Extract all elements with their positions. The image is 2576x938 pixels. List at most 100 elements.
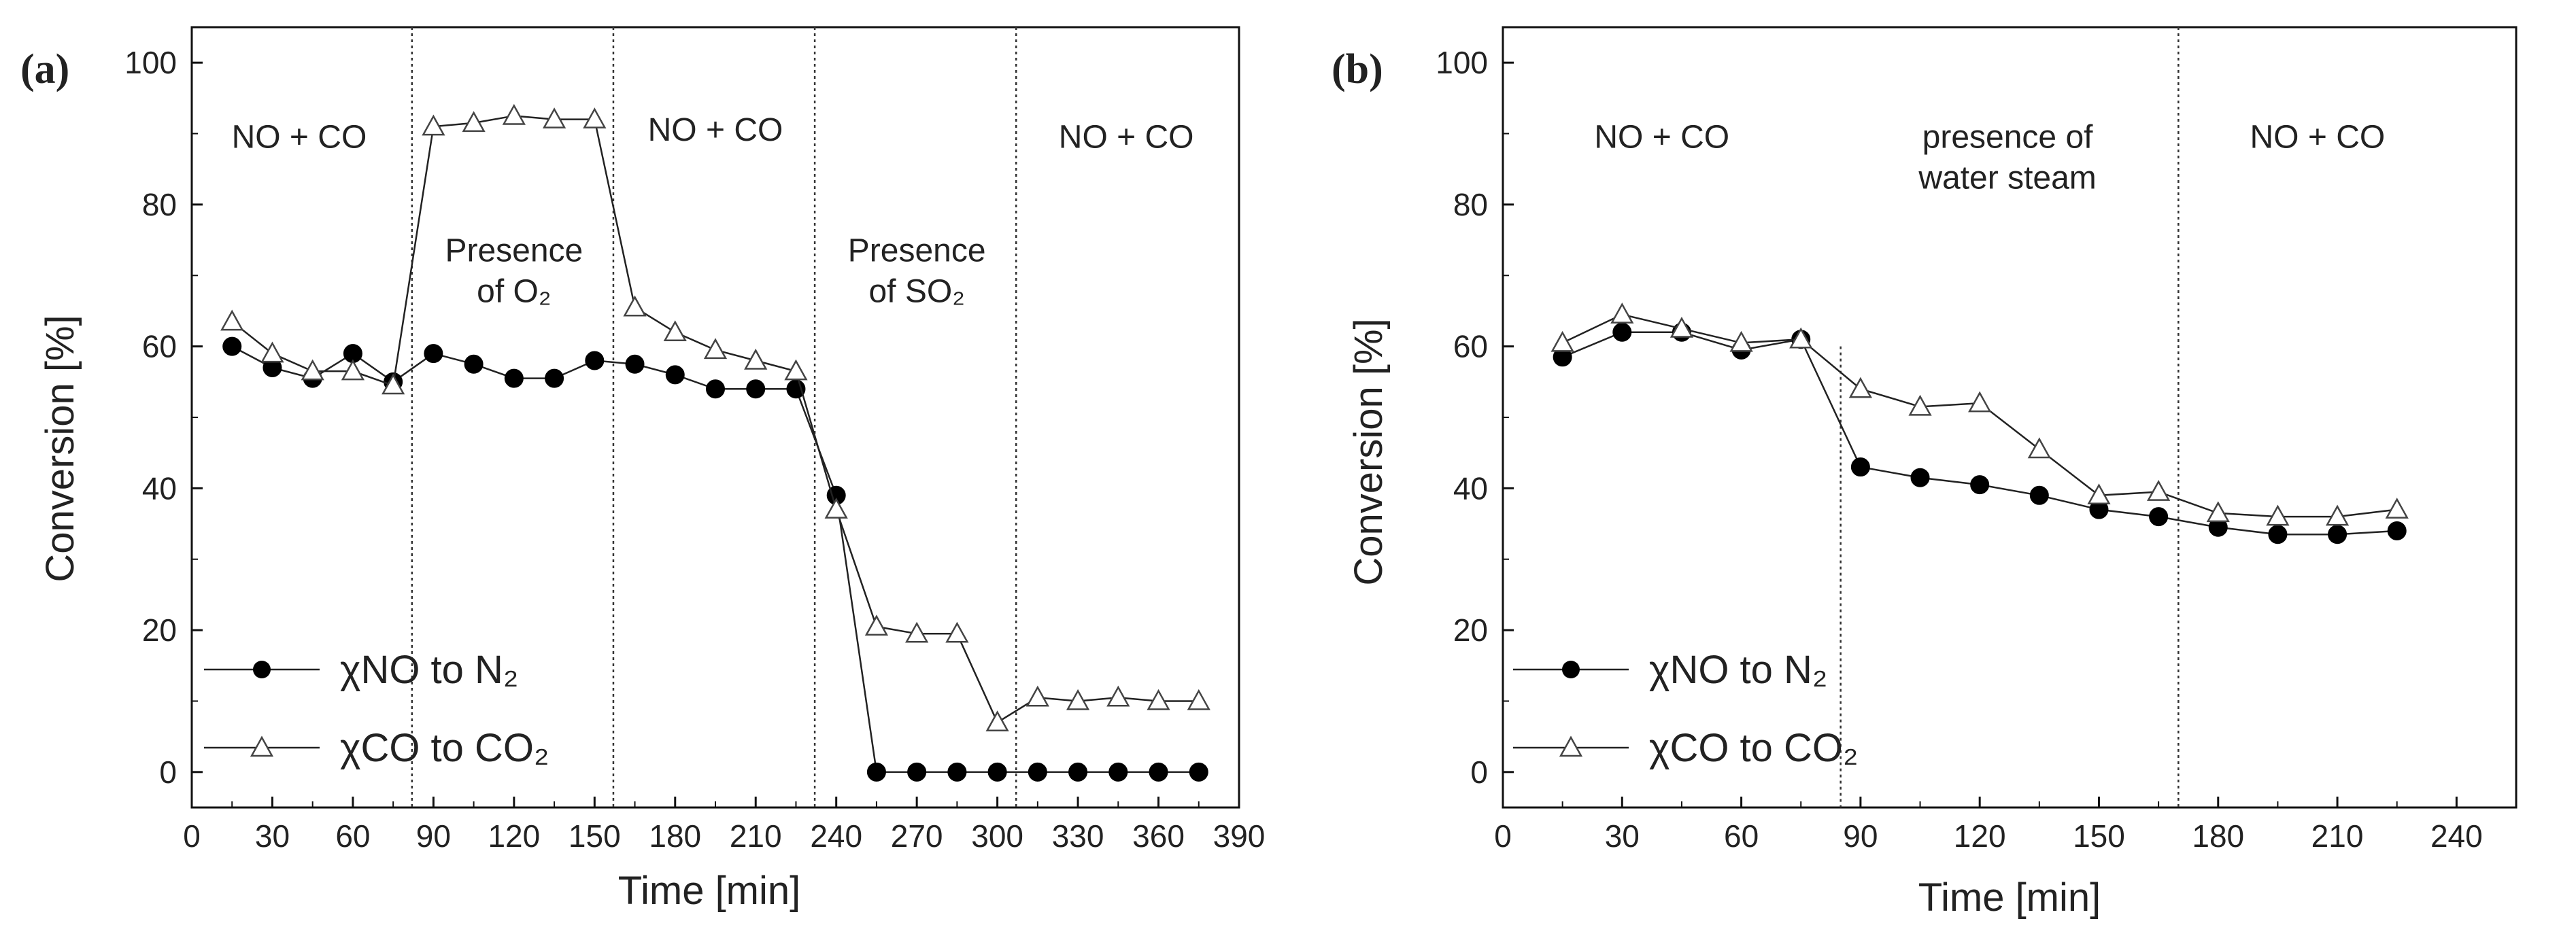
panel-a-x-tick-label: 240	[810, 818, 862, 854]
panel-a-y-tick-label: 0	[159, 754, 177, 790]
panel-a-region-label: NO + CO	[1059, 119, 1194, 155]
panel-b-y-tick-label: 40	[1453, 470, 1488, 506]
panel-a-co-point	[945, 621, 969, 643]
panel-a-co-point	[301, 359, 324, 381]
panel-a-co-point	[1026, 685, 1049, 707]
panel-b-no-point	[1970, 475, 1990, 495]
panel-a-x-tick-label: 180	[649, 818, 701, 854]
panel-a-no-point	[545, 368, 564, 388]
panel-a-co-point	[382, 373, 405, 395]
panel-a-no-point	[585, 351, 605, 370]
panel-b-co-point	[1908, 394, 1932, 416]
panel-b-co-point	[2206, 501, 2230, 523]
panel-b-legend-marker-co	[1559, 735, 1583, 757]
panel-a-co-point	[1066, 689, 1090, 710]
panel-a-no-point	[1068, 762, 1088, 782]
panel-a-co-point	[1187, 689, 1210, 710]
panel-a-legend-label: χCO to CO₂	[340, 726, 549, 770]
panel-a: (a) 0 30 60 90 120 150 180 210 240 270 300 330 360 39…	[20, 26, 1266, 913]
panel-b-co-point	[2325, 504, 2350, 526]
panel-a-no-point	[1028, 762, 1047, 782]
panel-a-x-tick-label: 90	[416, 818, 451, 854]
panel-a-legend-marker-co	[250, 735, 274, 757]
panel-b-no-point	[1850, 457, 1870, 477]
panel-b-co-point	[2385, 498, 2409, 519]
panel-a-no-point	[424, 344, 443, 364]
panel-a-label: (a)	[20, 46, 69, 92]
panel-a-co-point	[542, 107, 566, 128]
panel-a-no-point	[706, 379, 725, 399]
panel-a-x-tick-label: 30	[255, 818, 290, 854]
panel-a-y-axis-label: Conversion [%]	[38, 315, 82, 582]
panel-b-co-point	[2027, 437, 2051, 459]
panel-b-no-point	[2387, 521, 2407, 540]
panel-a-no-point	[504, 368, 524, 388]
panel-a-co-point	[703, 338, 728, 360]
panel-a-co-point	[905, 621, 929, 643]
panel-b-plot: 0 30 60 90 120 150 180 210 240 0 20 40 60 80 100 NO + C…	[1436, 26, 2518, 854]
panel-b-legend-label: χNO to N₂	[1649, 648, 1827, 692]
panel-b-no-point	[1612, 322, 1632, 342]
panel-b-co-point	[1848, 377, 1873, 398]
panel-b-x-tick-label: 30	[1605, 818, 1640, 854]
panel-b-y-tick-label: 80	[1453, 187, 1488, 222]
panel-a-no-point	[947, 762, 967, 782]
panel-b-co-point	[1789, 327, 1813, 349]
panel-b-no-point	[2029, 485, 2049, 505]
panel-a-region-label: Presence	[445, 232, 583, 268]
panel-b-region-label: NO + CO	[2250, 119, 2385, 155]
panel-a-co-point	[1106, 685, 1130, 707]
panel-a-no-point	[464, 354, 484, 374]
panel-b-x-axis-label: Time [min]	[1918, 875, 2101, 920]
panel-a-co-point	[502, 103, 526, 125]
panel-a-x-tick-label: 270	[891, 818, 943, 854]
panel-a-region-label: Presence	[848, 232, 986, 268]
panel-a-co-point	[260, 341, 284, 363]
panel-b-co-point	[1729, 330, 1753, 352]
panel-a-x-tick-label: 360	[1132, 818, 1185, 854]
panel-a-legend-label: χNO to N₂	[340, 648, 518, 692]
panel-a-plot: 0 30 60 90 120 150 180 210 240 270 300 330 360 390 0 20…	[124, 26, 1266, 854]
panel-b-x-tick-label: 90	[1843, 818, 1878, 854]
panel-a-no-point	[1149, 762, 1168, 782]
panel-b-x-tick-label: 210	[2311, 818, 2364, 854]
panel-b-y-tick-label: 60	[1453, 329, 1488, 364]
panel-a-no-point	[222, 336, 242, 356]
panel-a-co-point	[341, 359, 365, 381]
panel-a-co-point	[583, 107, 607, 128]
panel-a-no-point	[625, 354, 645, 374]
panel-b-legend-label: χCO to CO₂	[1649, 726, 1859, 770]
panel-a-co-point	[422, 114, 445, 136]
panel-b-x-tick-label: 120	[1954, 818, 2006, 854]
panel-a-x-tick-label: 120	[488, 818, 540, 854]
panel-b-legend-marker-no	[1562, 661, 1580, 678]
panel-a-co-point	[824, 498, 848, 519]
panel-a-y-tick-label: 100	[124, 45, 177, 80]
panel-b-y-tick-label: 100	[1436, 45, 1488, 80]
panel-b-no-point	[2268, 525, 2288, 544]
panel-a-x-tick-label: 150	[569, 818, 621, 854]
panel-b: (b) 0 30 60 90 120 150 180 210 240 0 20 40 60 80 100 NO…	[1332, 26, 2518, 920]
panel-a-region-label: of SO₂	[868, 273, 964, 309]
panel-b-series-no-line	[1562, 331, 2397, 536]
panel-a-series-no-line	[231, 345, 1199, 774]
panel-a-x-tick-label: 210	[730, 818, 782, 854]
panel-a-co-point	[623, 295, 647, 317]
panel-b-region-label: NO + CO	[1594, 119, 1729, 155]
panel-a-no-point	[665, 365, 685, 385]
panel-a-series-co-line	[231, 115, 1199, 724]
panel-a-no-point	[866, 762, 886, 782]
panel-b-no-point	[2328, 525, 2348, 544]
panel-a-x-tick-label: 390	[1213, 818, 1266, 854]
panel-b-x-tick-label: 180	[2192, 818, 2244, 854]
panel-a-x-axis-label: Time [min]	[618, 869, 801, 913]
panel-a-y-tick-label: 40	[142, 470, 177, 506]
panel-a-region-label: of O₂	[477, 273, 551, 309]
panel-a-co-point	[864, 614, 889, 636]
panel-a-co-point	[220, 309, 244, 331]
panel-a-co-point	[744, 348, 768, 370]
panel-a-no-point	[907, 762, 927, 782]
panel-a-no-point	[1108, 762, 1128, 782]
panel-b-co-point	[2087, 483, 2111, 505]
